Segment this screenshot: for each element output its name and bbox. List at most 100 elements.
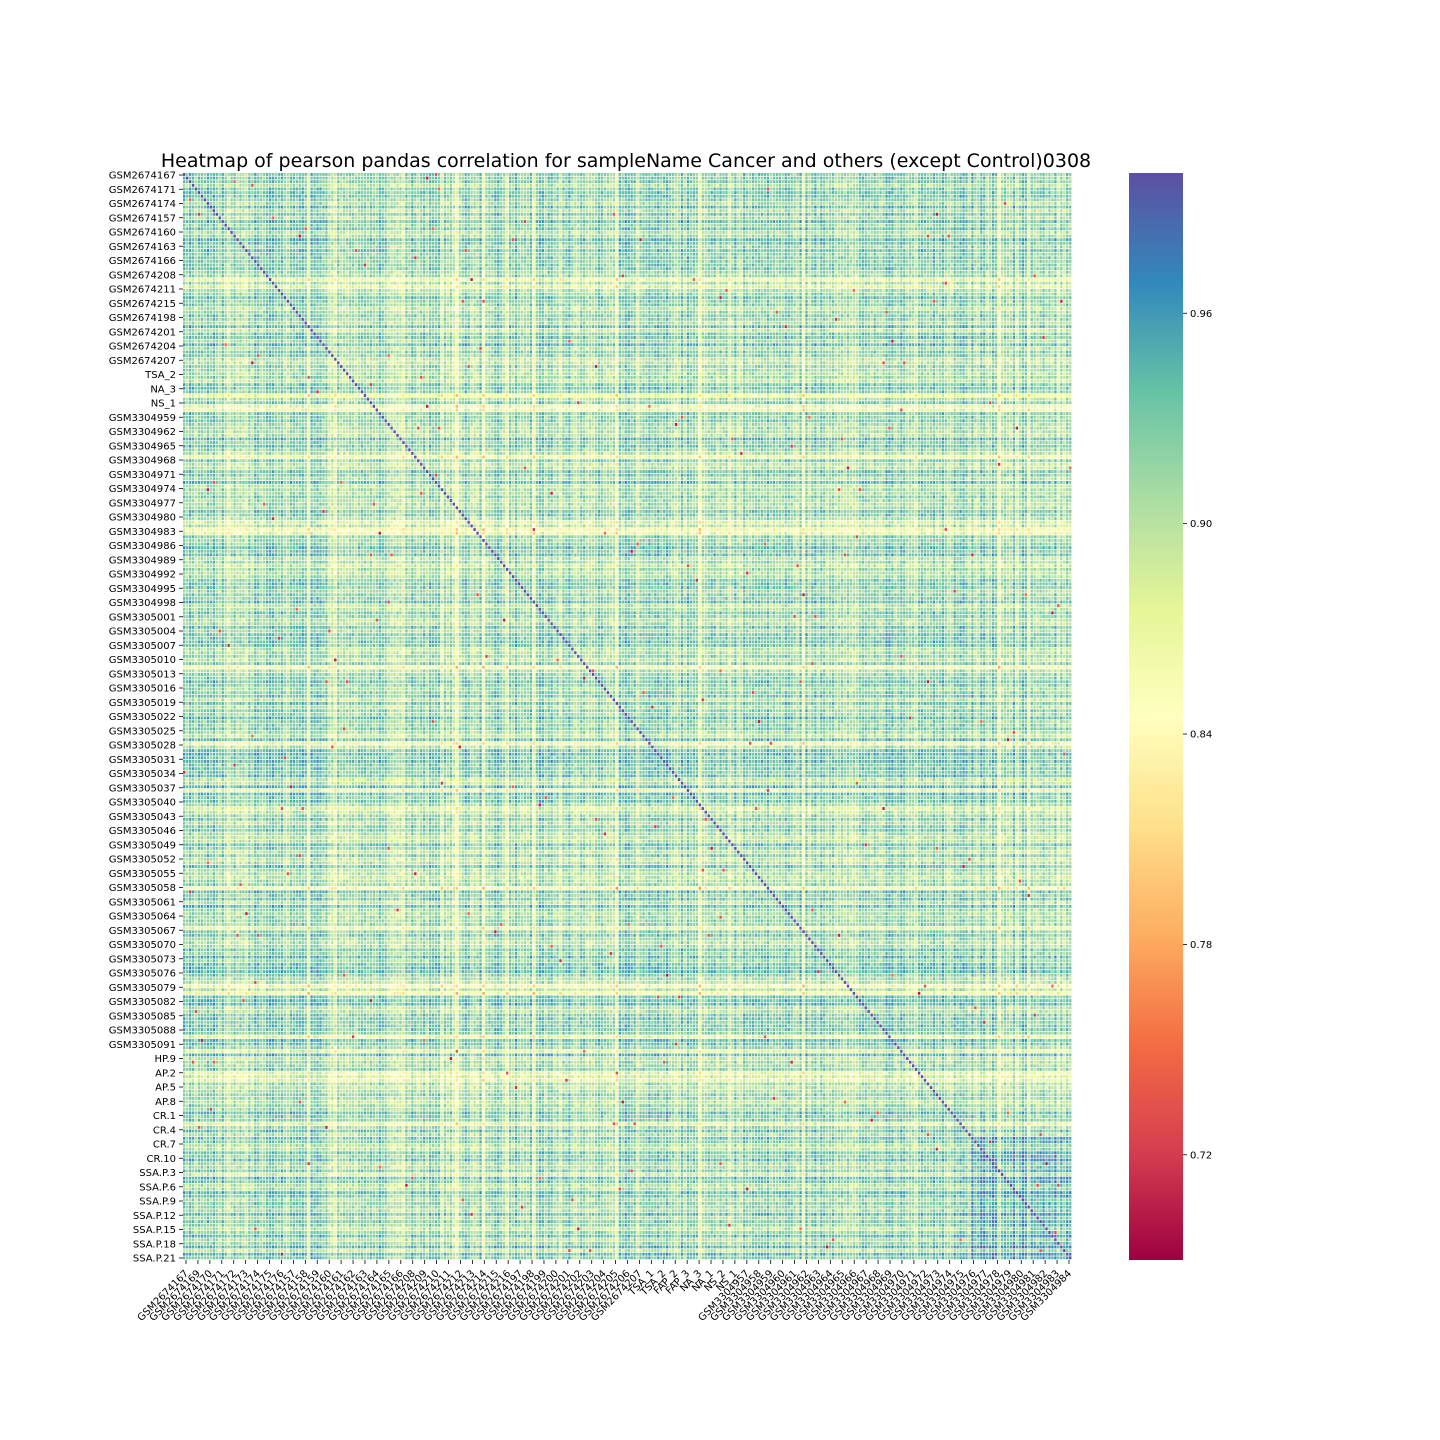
- heatmap-cell: [879, 184, 881, 187]
- heatmap-cell: [841, 173, 843, 176]
- heatmap-cell: [568, 187, 570, 190]
- heatmap-cell: [393, 187, 395, 190]
- heatmap-cell: [583, 177, 585, 180]
- heatmap-cell: [628, 180, 630, 183]
- heatmap-cell: [636, 180, 638, 183]
- heatmap-cell: [441, 180, 443, 183]
- heatmap-cell: [622, 184, 624, 187]
- heatmap-cell: [364, 180, 366, 183]
- heatmap-cell: [316, 177, 318, 180]
- heatmap-cell: [553, 173, 555, 176]
- heatmap-cell: [524, 184, 526, 187]
- heatmap-cell: [313, 177, 315, 180]
- heatmap-cell: [459, 173, 461, 176]
- heatmap-cell: [725, 184, 727, 187]
- heatmap-cell: [725, 180, 727, 183]
- heatmap-cell: [734, 187, 736, 190]
- heatmap-cell: [340, 177, 342, 180]
- heatmap-cell: [607, 187, 609, 190]
- heatmap-cell: [930, 180, 932, 183]
- heatmap-cell: [503, 187, 505, 190]
- heatmap-cell: [364, 177, 366, 180]
- heatmap-cell: [779, 177, 781, 180]
- heatmap-cell: [1033, 173, 1035, 176]
- heatmap-cell: [239, 177, 241, 180]
- heatmap-cell: [788, 184, 790, 187]
- heatmap-cell: [465, 184, 467, 187]
- heatmap-cell: [239, 180, 241, 183]
- heatmap-cell: [669, 173, 671, 176]
- heatmap-cell: [853, 180, 855, 183]
- heatmap-cell: [841, 184, 843, 187]
- heatmap-cell: [1063, 184, 1065, 187]
- heatmap-cell: [186, 184, 188, 187]
- heatmap-cell: [521, 173, 523, 176]
- heatmap-cell: [749, 180, 751, 183]
- heatmap-cell: [245, 180, 247, 183]
- heatmap-cell: [533, 187, 535, 190]
- heatmap-cell: [948, 173, 950, 176]
- heatmap-cell: [263, 173, 265, 176]
- heatmap-cell: [183, 180, 185, 183]
- heatmap-cell: [423, 180, 425, 183]
- heatmap-cell: [257, 177, 259, 180]
- heatmap-cell: [269, 177, 271, 180]
- heatmap-cell: [725, 187, 727, 190]
- heatmap-cell: [802, 177, 804, 180]
- heatmap-cell: [894, 173, 896, 176]
- heatmap-cell: [702, 180, 704, 183]
- heatmap-cell: [604, 173, 606, 176]
- heatmap-cell: [571, 180, 573, 183]
- heatmap-cell: [927, 184, 929, 187]
- heatmap-cell: [1033, 177, 1035, 180]
- heatmap-cell: [862, 173, 864, 176]
- heatmap-cell: [592, 173, 594, 176]
- heatmap-cell: [393, 184, 395, 187]
- heatmap-cell: [826, 180, 828, 183]
- heatmap-cell: [467, 187, 469, 190]
- heatmap-cell: [260, 180, 262, 183]
- heatmap-cell: [616, 177, 618, 180]
- heatmap-cells: [183, 173, 1071, 1259]
- heatmap-cell: [245, 187, 247, 190]
- heatmap-cell: [456, 187, 458, 190]
- heatmap-cell: [263, 177, 265, 180]
- heatmap-cell: [562, 187, 564, 190]
- heatmap-cell: [823, 173, 825, 176]
- heatmap-cell: [776, 184, 778, 187]
- heatmap-cell: [690, 177, 692, 180]
- heatmap-cell: [856, 173, 858, 176]
- heatmap-cell: [678, 187, 680, 190]
- heatmap-cell: [556, 187, 558, 190]
- heatmap-cell: [260, 177, 262, 180]
- heatmap-cell: [1001, 184, 1003, 187]
- heatmap-cell: [879, 177, 881, 180]
- heatmap-cell: [737, 184, 739, 187]
- heatmap-cell: [352, 184, 354, 187]
- heatmap-cell: [521, 177, 523, 180]
- heatmap-cell: [699, 187, 701, 190]
- heatmap-cell: [915, 184, 917, 187]
- heatmap-cell: [222, 180, 224, 183]
- heatmap-cell: [788, 173, 790, 176]
- heatmap-cell: [743, 180, 745, 183]
- heatmap-cell: [438, 187, 440, 190]
- heatmap-cell: [420, 180, 422, 183]
- heatmap-cell: [260, 173, 262, 176]
- heatmap-cell: [959, 177, 961, 180]
- heatmap-cell: [509, 180, 511, 183]
- heatmap-cell: [776, 173, 778, 176]
- heatmap-cell: [628, 187, 630, 190]
- heatmap-cell: [393, 173, 395, 176]
- heatmap-cell: [322, 180, 324, 183]
- heatmap-cell: [660, 180, 662, 183]
- heatmap-cell: [918, 180, 920, 183]
- heatmap-cell: [1010, 184, 1012, 187]
- heatmap-cell: [254, 180, 256, 183]
- heatmap-cell: [299, 187, 301, 190]
- heatmap-cell: [633, 177, 635, 180]
- heatmap-cell: [595, 173, 597, 176]
- heatmap-cell: [684, 180, 686, 183]
- heatmap-cell: [1060, 180, 1062, 183]
- heatmap-cell: [1031, 180, 1033, 183]
